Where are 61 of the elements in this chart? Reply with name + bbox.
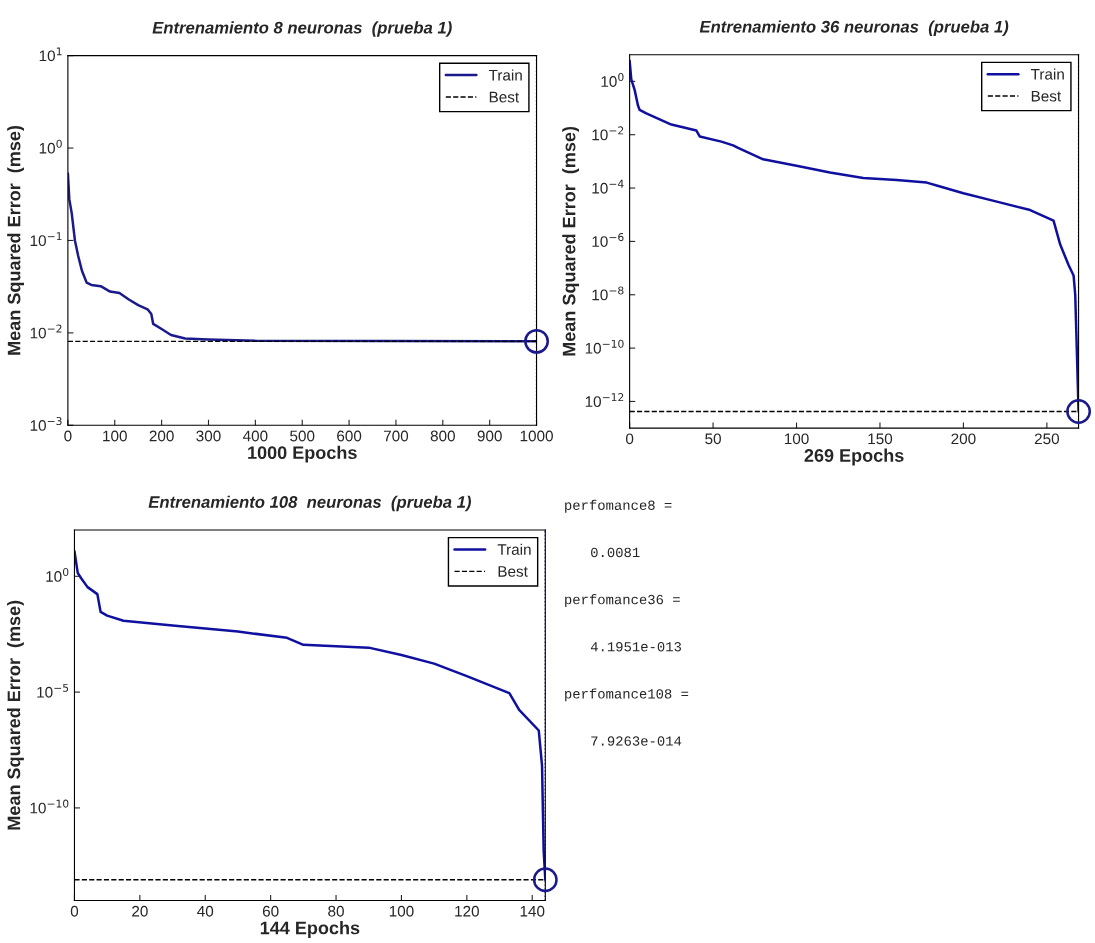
y-tick-label: 10$^{−10}$	[30, 799, 69, 814]
text: 4.1951e-013	[590, 642, 681, 652]
y-tick-label: 10$^{0}$	[39, 139, 62, 154]
x-tick-label: 200	[951, 433, 976, 445]
y-tick-label: 10$^{−12}$	[585, 393, 624, 408]
y-tick-label: 10$^{−6}$	[592, 233, 624, 247]
x-tick-label: 400	[242, 430, 268, 442]
x-tick-label: 80	[328, 905, 344, 917]
y-tick-label: 10$^{−2}$	[30, 324, 62, 339]
x-tick-label: 20	[132, 905, 148, 917]
x-tick-label: 100	[389, 905, 414, 917]
x-tick-label: 100	[103, 430, 127, 442]
y-tick-label: 10$^{−2}$	[592, 126, 624, 141]
legend-label: Train	[497, 543, 531, 555]
y-tick-label: 10$^{−4}$	[592, 179, 624, 194]
text: perfomance8 =	[565, 499, 672, 513]
x-axis-title: 1000 Epochs	[248, 445, 357, 463]
text: perfomance36 =	[565, 594, 680, 608]
legend-label: Train	[488, 69, 522, 81]
x-tick-label: 200	[149, 430, 174, 442]
x-tick-label: 150	[868, 433, 893, 445]
x-axis-title: 144 Epochs	[260, 921, 360, 938]
legend-label: Best	[1031, 90, 1062, 102]
text: 0.0081	[591, 547, 640, 558]
y-axis-title: Mean Squared Error (mse)	[562, 126, 580, 356]
x-tick-label: 600	[337, 430, 362, 442]
legend-label: Train	[1030, 68, 1064, 80]
x-tick-label: 1000	[520, 430, 553, 442]
x-tick-label: 250	[1034, 433, 1060, 445]
y-tick-label: 10$^{−5}$	[37, 683, 69, 698]
x-tick-label: 300	[196, 430, 221, 442]
y-tick-label: 10$^{−10}$	[585, 339, 624, 354]
x-tick-label: 120	[455, 905, 479, 917]
y-tick-label: 10$^{1}$	[39, 47, 62, 62]
legend-label: Best	[498, 566, 528, 577]
y-axis-title: Mean Squared Error (mse)	[7, 125, 25, 355]
chart-title: Entrenamiento 108 neuronas (prueba 1)	[148, 495, 472, 512]
chart-title: Entrenamiento 8 neuronas (prueba 1)	[152, 21, 452, 37]
y-tick-label: 10$^{0}$	[46, 567, 69, 582]
y-tick-label: 10$^{0}$	[601, 73, 624, 87]
chart-title: Entrenamiento 36 neuronas (prueba 1)	[699, 20, 1009, 36]
x-axis-title: 269 Epochs	[804, 448, 904, 466]
y-axis-title: Mean Squared Error (mse)	[7, 600, 24, 830]
x-tick-label: 0	[64, 430, 72, 442]
x-tick-label: 700	[383, 430, 409, 442]
x-tick-label: 0	[70, 905, 79, 917]
y-tick-label: 10$^{−3}$	[30, 416, 62, 431]
legend-label: Best	[489, 91, 520, 103]
x-tick-label: 900	[477, 430, 502, 442]
x-tick-label: 40	[197, 905, 214, 917]
text: perfomance108 =	[565, 688, 689, 702]
x-tick-label: 800	[430, 430, 455, 442]
x-tick-label: 50	[705, 433, 721, 445]
x-tick-label: 500	[290, 430, 315, 442]
x-tick-label: 0	[625, 433, 634, 445]
y-tick-label: 10$^{−1}$	[30, 232, 62, 247]
y-tick-label: 10$^{−8}$	[592, 286, 624, 301]
x-tick-label: 60	[262, 905, 279, 917]
x-tick-label: 100	[784, 433, 809, 445]
x-tick-label: 140	[520, 905, 545, 917]
text: 7.9263e-014	[591, 736, 682, 746]
